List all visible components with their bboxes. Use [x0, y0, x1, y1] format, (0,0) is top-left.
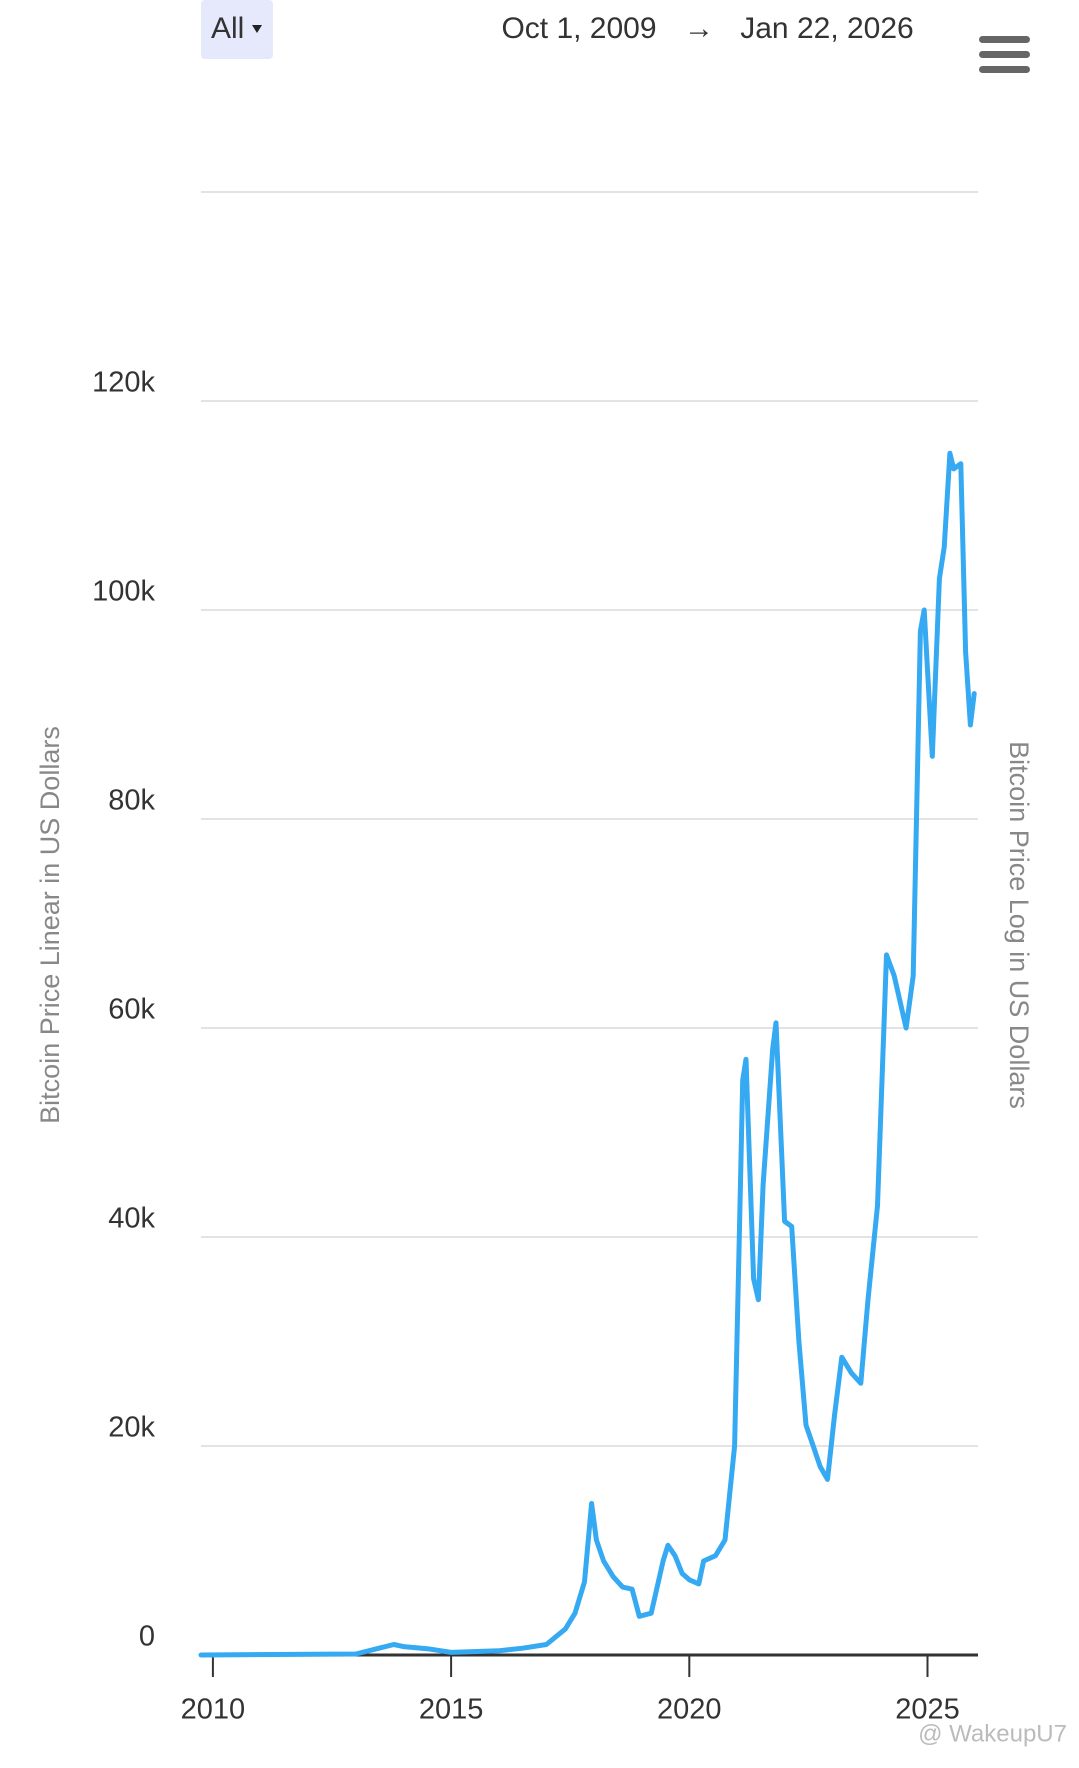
- x-tick-label: 2015: [419, 1694, 484, 1726]
- menu-bar: [979, 36, 1030, 43]
- y-tick-label: 20k: [108, 1412, 155, 1444]
- range-arrow: →: [684, 12, 714, 45]
- dropdown-arrow: [252, 25, 262, 33]
- y-tick-label: 100k: [92, 576, 155, 608]
- watermark: @ WakeupU7: [918, 1720, 1067, 1747]
- range-label: All: [211, 12, 244, 45]
- price-line: [198, 450, 977, 1658]
- y-tick-label: 0: [139, 1621, 155, 1653]
- x-tick-label: 2025: [895, 1694, 960, 1726]
- y-tick-label: 80k: [108, 785, 155, 817]
- end-date: Jan 22, 2026: [740, 12, 913, 45]
- start-date: Oct 1, 2009: [501, 12, 656, 45]
- menu-bar: [979, 66, 1030, 73]
- x-tick-label: 2010: [181, 1694, 246, 1726]
- menu-button[interactable]: [979, 36, 1030, 73]
- y-axis-title: Bitcoin Price Linear in US Dollars: [35, 726, 65, 1124]
- y-tick-label: 40k: [108, 1203, 155, 1235]
- range-button[interactable]: [201, 0, 273, 59]
- x-tick-label: 2020: [657, 1694, 722, 1726]
- y-tick-label: 60k: [108, 994, 155, 1026]
- y-tick-label: 120k: [92, 367, 155, 399]
- y2-axis-title: Bitcoin Price Log in US Dollars: [1004, 741, 1034, 1109]
- menu-bar: [979, 51, 1030, 58]
